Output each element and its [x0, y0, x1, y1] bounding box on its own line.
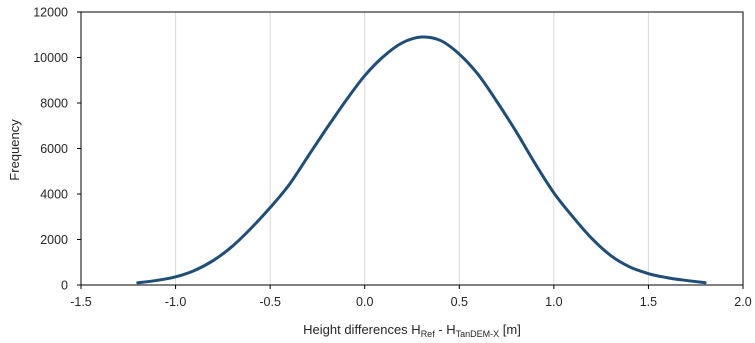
y-tick-label-5: 10000	[33, 51, 68, 65]
series-line-0	[136, 35, 707, 285]
x-tick-label-6: 1.5	[640, 295, 657, 309]
y-tick-label-2: 4000	[40, 188, 68, 202]
x-tick-label-3: 0.0	[356, 295, 373, 309]
y-axis-label: Frequency	[7, 119, 22, 181]
x-axis-label-prefix: Height differences H	[303, 322, 421, 337]
x-tick-label-2: -0.5	[259, 295, 281, 309]
y-tick-labels: 0 2000 4000 6000 8000 10000 12000	[33, 6, 81, 293]
y-tick-label-0: 0	[61, 279, 68, 293]
x-tick-label-4: 0.5	[451, 295, 468, 309]
y-tick-label-6: 12000	[33, 6, 68, 20]
x-tick-label-0: -1.5	[70, 295, 92, 309]
x-axis-label-middle: - H	[435, 322, 456, 337]
y-tick-label-3: 6000	[40, 142, 68, 156]
x-tick-label-7: 2.0	[734, 295, 751, 309]
x-tick-label-1: -1.0	[165, 295, 187, 309]
x-tick-labels: -1.5 -1.0 -0.5 0.0 0.5 1.0 1.5 2.0	[70, 285, 752, 309]
x-axis-label-subscript-ref: Ref	[421, 329, 436, 339]
x-axis-label: Height differences HRef - HTanDEM-X [m]	[303, 322, 521, 339]
plot-area-frame	[80, 11, 744, 286]
y-tick-label-1: 2000	[40, 233, 68, 247]
x-axis-label-suffix: [m]	[499, 322, 521, 337]
grid-lines	[175, 12, 649, 285]
y-tick-label-4: 8000	[40, 97, 68, 111]
series-layer	[136, 35, 707, 285]
x-axis-label-subscript-tandem: TanDEM-X	[456, 329, 500, 339]
x-tick-label-5: 1.0	[545, 295, 562, 309]
